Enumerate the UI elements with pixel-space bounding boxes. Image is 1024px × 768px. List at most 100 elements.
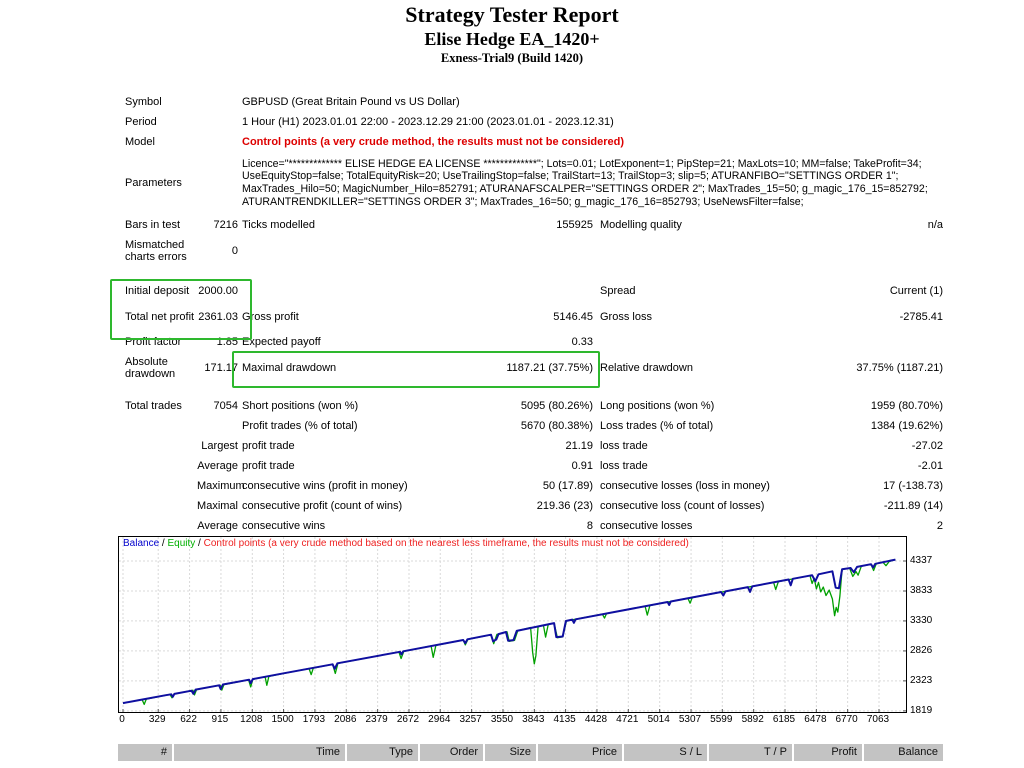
value-1: 171.17 [204, 362, 238, 374]
label-3: Gross loss [600, 311, 652, 323]
value-1: 7054 [213, 400, 238, 412]
x-tick-label: 622 [180, 714, 197, 725]
stats-row: Profit trades (% of total) 5670 (80.38%) L… [125, 416, 943, 436]
legend-equity: Equity [167, 538, 196, 549]
x-tick-label: 1793 [302, 714, 326, 725]
label-2: consecutive wins (profit in money) [242, 480, 408, 492]
report-header: Strategy Tester Report Elise Hedge EA_14… [0, 2, 1024, 66]
x-tick-label: 329 [148, 714, 166, 725]
x-tick-label: 5599 [710, 714, 733, 725]
trades-column-header: Order [420, 744, 483, 761]
stats-table: Symbol GBPUSD (Great Britain Pound vs US … [125, 92, 943, 536]
stats-row: Absolute drawdown 171.17 Maximal drawdown 1… [125, 352, 943, 384]
row-label: Absolute drawdown [125, 356, 176, 380]
row-label: Total trades [125, 400, 182, 412]
value-1: 2000.00 [198, 285, 238, 297]
trades-column-header: S / L [624, 744, 707, 761]
x-tick-label: 2964 [428, 714, 451, 725]
x-tick-label: 915 [211, 714, 229, 725]
x-tick-label: 2086 [334, 714, 357, 725]
stats-row: Largest profit trade 21.19 loss trade -27.02 [125, 436, 943, 456]
value-3: -211.89 (14) [883, 500, 943, 512]
x-tick-label: 4428 [584, 714, 608, 725]
x-tick-label: 2379 [365, 714, 388, 725]
trades-column-header: Profit [794, 744, 862, 761]
x-axis-labels: 0 329 622 915 1208 1500 1793 2086 2379 2672 2964 32… [118, 714, 918, 728]
row-wide-value: Control points (a very crude method, the… [242, 136, 624, 148]
stats-row: Maximum consecutive wins (profit in money… [125, 476, 943, 496]
label-2: consecutive wins [242, 520, 326, 532]
balance-equity-chart: Balance / Equity / Control points (a ver… [118, 536, 907, 713]
row-wide-value: Licence="************* ELISE HEDGE EA LI… [242, 157, 928, 208]
value-3: 1384 (19.62%) [870, 420, 943, 432]
x-tick-label: 6185 [772, 714, 796, 725]
trades-column-header: Time [174, 744, 345, 761]
label-2: Ticks modelled [242, 219, 315, 231]
x-tick-label: 3843 [522, 714, 545, 725]
row-wide-value: GBPUSD (Great Britain Pound vs US Dollar… [242, 96, 460, 108]
value-1: Maximum [197, 480, 245, 492]
legend-balance: Balance [123, 538, 160, 549]
y-axis-labels: 4337 3833 3330 2826 2323 1819 [910, 536, 950, 716]
label-3: loss trade [600, 460, 648, 472]
label-3: consecutive loss (count of losses) [600, 500, 765, 512]
value-2: 155925 [556, 219, 593, 231]
value-1: 7216 [213, 219, 238, 231]
stats-row: Mismatched charts errors 0 [125, 236, 943, 266]
label-2: Maximal drawdown [242, 362, 337, 374]
y-tick-label: 1819 [910, 704, 933, 716]
value-2: 219.36 (23) [536, 500, 593, 512]
label-3: Relative drawdown [600, 362, 693, 374]
page-title: Strategy Tester Report [405, 2, 619, 27]
stats-row: Total net profit 2361.03 Gross profit 5146.… [125, 302, 943, 332]
label-2: Expected payoff [242, 336, 321, 348]
stats-row: Symbol GBPUSD (Great Britain Pound vs US … [125, 92, 943, 112]
x-tick-label: 5892 [741, 714, 764, 725]
y-tick-label: 2826 [910, 644, 933, 656]
trades-column-header: Type [347, 744, 418, 761]
x-tick-label: 3257 [459, 714, 482, 725]
label-3: Spread [600, 285, 636, 297]
value-2: 1187.21 (37.75%) [506, 362, 593, 374]
value-2: 5670 (80.38%) [520, 420, 593, 432]
x-tick-label: 5307 [678, 714, 702, 725]
label-2: Gross profit [242, 311, 299, 323]
value-2: 21.19 [565, 440, 593, 452]
y-tick-label: 3330 [910, 614, 933, 626]
value-2: 50 (17.89) [542, 480, 593, 492]
value-1: Maximal [197, 500, 238, 512]
value-2: 0.33 [571, 336, 593, 348]
x-tick-label: 7063 [866, 714, 890, 725]
row-label: Symbol [125, 96, 162, 108]
row-label: Total net profit [125, 311, 195, 323]
highlight-box-drawdown [232, 351, 600, 388]
stats-row: Maximal consecutive profit (count of wins… [125, 496, 943, 516]
value-3: -27.02 [911, 440, 943, 452]
stats-row: Period 1 Hour (H1) 2023.01.01 22:00 - 202… [125, 112, 943, 132]
stats-row: Parameters Licence="************* ELISE H… [125, 152, 943, 214]
row-label: Mismatched charts errors [125, 239, 187, 263]
trades-column-header: T / P [709, 744, 792, 761]
legend-note: Control points (a very crude method base… [203, 538, 689, 549]
trades-column-header: Balance [864, 744, 943, 761]
stats-row: Bars in test 7216 Ticks modelled 155925 Mode… [125, 214, 943, 236]
stats-row: Total trades 7054 Short positions (won %) 5… [125, 396, 943, 416]
value-3: 2 [936, 520, 943, 532]
y-tick-label: 2323 [910, 674, 933, 686]
label-3: Modelling quality [600, 219, 682, 231]
chart-legend: Balance / Equity / Control points (a ver… [123, 538, 689, 549]
value-3: 17 (-138.73) [883, 480, 943, 492]
trades-column-header: Size [485, 744, 536, 761]
value-1: 2361.03 [198, 311, 238, 323]
label-3: consecutive losses [600, 520, 693, 532]
x-tick-label: 2672 [396, 714, 420, 725]
x-tick-label: 1208 [240, 714, 263, 725]
row-label: Model [125, 136, 155, 148]
label-2: profit trade [242, 440, 295, 452]
row-label: Period [125, 116, 157, 128]
value-2: 5095 (80.26%) [520, 400, 593, 412]
label-3: loss trade [600, 440, 648, 452]
label-3: Loss trades (% of total) [600, 420, 714, 432]
value-1: Largest [201, 440, 238, 452]
